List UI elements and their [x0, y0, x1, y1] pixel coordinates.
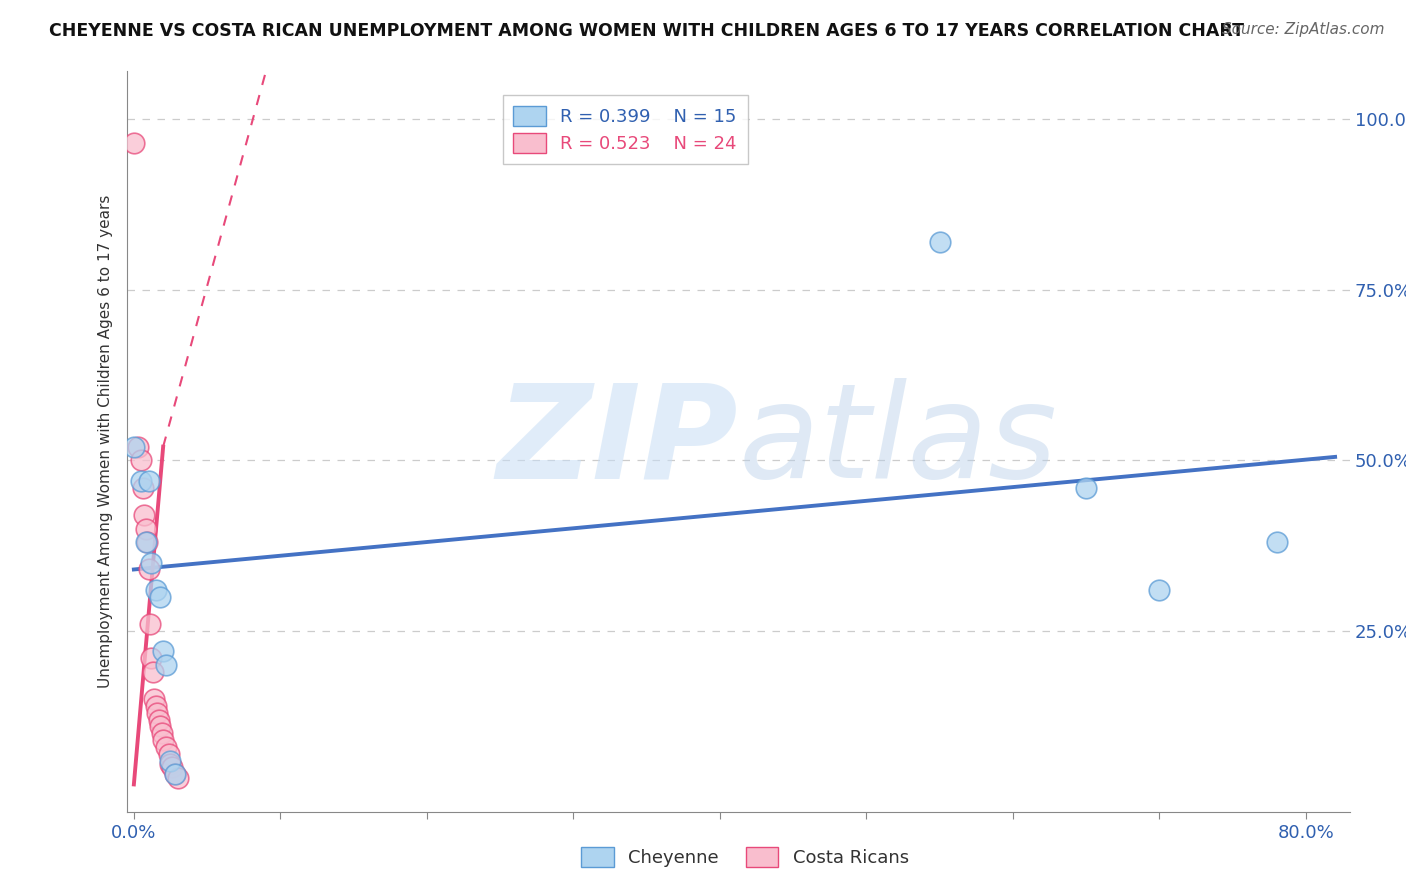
Point	[1074, 481, 1097, 495]
Point	[166, 771, 188, 785]
Point	[149, 590, 172, 604]
Point	[129, 453, 152, 467]
Point	[135, 522, 157, 536]
Point	[159, 756, 181, 771]
Point	[148, 713, 170, 727]
Text: atlas: atlas	[738, 378, 1057, 505]
Legend: Cheyenne, Costa Ricans: Cheyenne, Costa Ricans	[574, 839, 917, 874]
Point	[129, 474, 152, 488]
Point	[152, 644, 174, 658]
Point	[146, 706, 169, 720]
Point	[127, 440, 149, 454]
Point	[122, 136, 145, 150]
Point	[149, 719, 172, 733]
Legend: R = 0.399    N = 15, R = 0.523    N = 24: R = 0.399 N = 15, R = 0.523 N = 24	[502, 95, 748, 164]
Point	[160, 760, 183, 774]
Point	[163, 767, 186, 781]
Point	[159, 754, 181, 768]
Point	[145, 698, 167, 713]
Point	[155, 658, 177, 673]
Point	[139, 617, 162, 632]
Point	[138, 562, 160, 576]
Y-axis label: Unemployment Among Women with Children Ages 6 to 17 years: Unemployment Among Women with Children A…	[97, 194, 112, 689]
Point	[141, 556, 163, 570]
Point	[141, 651, 163, 665]
Point	[142, 665, 165, 679]
Point	[152, 733, 174, 747]
Point	[134, 508, 156, 522]
Point	[163, 767, 186, 781]
Point	[143, 692, 166, 706]
Point	[1265, 535, 1288, 549]
Point	[157, 747, 180, 761]
Point	[136, 535, 159, 549]
Text: ZIP: ZIP	[496, 378, 738, 505]
Point	[928, 235, 950, 249]
Text: CHEYENNE VS COSTA RICAN UNEMPLOYMENT AMONG WOMEN WITH CHILDREN AGES 6 TO 17 YEAR: CHEYENNE VS COSTA RICAN UNEMPLOYMENT AMO…	[49, 22, 1244, 40]
Point	[1149, 582, 1171, 597]
Point	[145, 582, 167, 597]
Point	[138, 474, 160, 488]
Text: Source: ZipAtlas.com: Source: ZipAtlas.com	[1222, 22, 1385, 37]
Point	[122, 440, 145, 454]
Point	[150, 726, 173, 740]
Point	[131, 481, 153, 495]
Point	[155, 739, 177, 754]
Point	[135, 535, 157, 549]
